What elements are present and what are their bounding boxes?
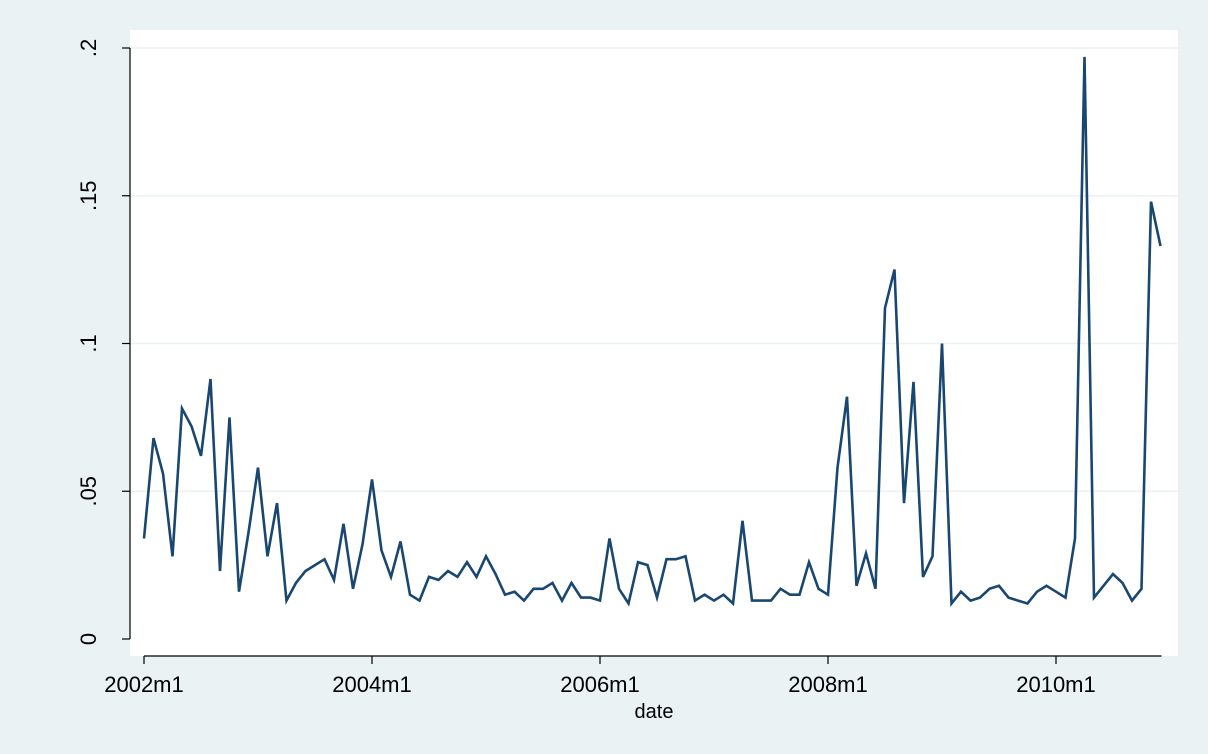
x-tick-label-0: 2002m1 <box>104 672 184 697</box>
series-layer <box>142 56 1162 608</box>
x-tick-label-4: 2010m1 <box>1016 672 1096 697</box>
x-tick-label-3: 2008m1 <box>788 672 868 697</box>
y-tick-label-4: .2 <box>76 39 101 57</box>
y-tick-label-3: .15 <box>76 180 101 211</box>
x-axis-ticks: 2002m1 2004m1 2006m1 2008m1 2010m1 <box>104 656 1096 697</box>
x-axis-title: date <box>635 701 674 723</box>
x-tick-label-2: 2006m1 <box>560 672 640 697</box>
y-tick-label-1: .05 <box>76 476 101 507</box>
series-line-0 <box>142 56 1162 608</box>
gridlines <box>130 47 1178 492</box>
y-axis-ticks: 0 .05 .1 .15 .2 <box>76 39 130 645</box>
y-tick-label-0: 0 <box>76 633 101 645</box>
x-tick-label-1: 2004m1 <box>332 672 412 697</box>
y-tick-label-2: .1 <box>76 334 101 352</box>
